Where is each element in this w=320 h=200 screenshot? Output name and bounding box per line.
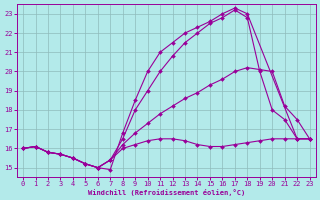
X-axis label: Windchill (Refroidissement éolien,°C): Windchill (Refroidissement éolien,°C) [88,189,245,196]
